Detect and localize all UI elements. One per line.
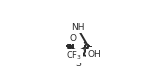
Text: CF$_3$: CF$_3$ (66, 50, 82, 62)
Text: NH: NH (71, 23, 85, 32)
Text: OH: OH (87, 50, 101, 59)
Text: O: O (69, 34, 76, 43)
Text: S: S (75, 59, 81, 68)
